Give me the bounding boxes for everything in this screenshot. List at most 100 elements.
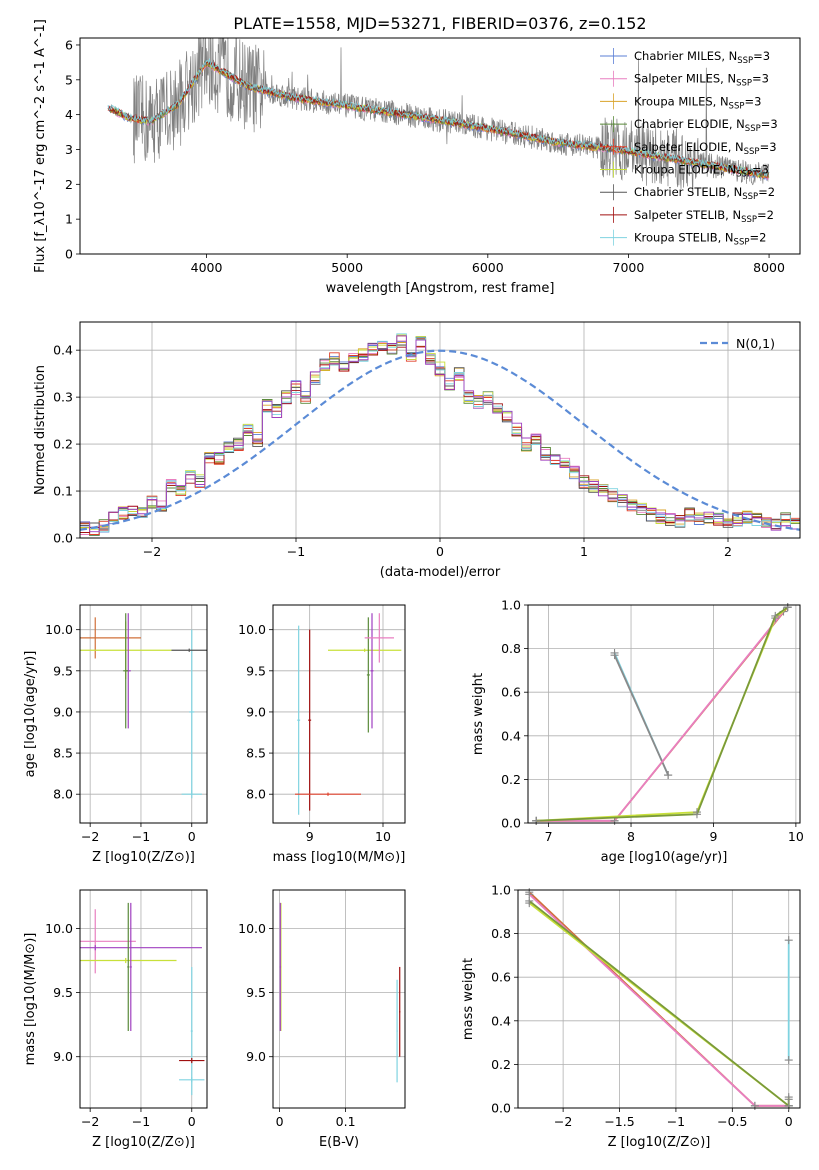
legend-suffix: =3 xyxy=(761,117,778,131)
panel-mass-vs-Z: −2 −1 0 9.0 9.5 10.0 Z [log10(Z/Z⊙)] mass [log1… xyxy=(23,889,208,1150)
y-tick-label: 3 xyxy=(65,142,73,157)
y-tick-label: 9.0 xyxy=(53,1049,73,1064)
y-tick-label: 0.8 xyxy=(501,641,521,656)
legend-suffix: =2 xyxy=(757,208,774,222)
axes-frame xyxy=(272,889,406,1109)
legend-suffix: =3 xyxy=(752,163,769,177)
legend-sub: SSP xyxy=(744,147,760,157)
legend-sub: SSP xyxy=(734,238,750,248)
x-axis-label: age [log10(age/yr)] xyxy=(601,850,728,865)
x-tick-label: 8000 xyxy=(753,260,785,275)
legend-suffix: =3 xyxy=(752,72,769,86)
legend-label: Salpeter ELODIE, N xyxy=(634,140,744,154)
y-tick-label: 0.0 xyxy=(501,816,521,831)
legend-label: Salpeter MILES, N xyxy=(634,72,736,86)
x-tick-label: −2 xyxy=(81,1114,99,1129)
histograms xyxy=(80,333,800,538)
x-tick-label: −1.5 xyxy=(604,1114,634,1129)
legend-sub: SSP xyxy=(741,215,757,225)
y-tick-label: 0.1 xyxy=(53,484,73,499)
y-axis-label: mass weight xyxy=(461,958,476,1040)
legend-label: Chabrier ELODIE, N xyxy=(634,117,745,131)
weight-line xyxy=(536,606,789,822)
legend-label: N(0,1) xyxy=(736,336,775,351)
axes-frame xyxy=(517,889,801,1109)
weight-marker xyxy=(784,1095,793,1104)
x-tick-label: −2 xyxy=(143,544,161,559)
y-tick-label: 0.2 xyxy=(491,1057,511,1072)
legend-entry: Kroupa MILES, NSSP=3 xyxy=(634,94,761,111)
x-axis-label: Z [log10(Z/Z⊙)] xyxy=(608,1135,711,1150)
weight-marker xyxy=(532,816,541,825)
x-axis-label: Z [log10(Z/Z⊙)] xyxy=(92,850,195,865)
y-axis-label: age [log10(age/yr)] xyxy=(23,651,38,778)
legend-suffix: =3 xyxy=(760,140,777,154)
weight-marker xyxy=(784,1056,793,1065)
legend-sub: SSP xyxy=(729,101,745,111)
x-tick-label: −1 xyxy=(667,1114,685,1129)
weight-line xyxy=(613,654,669,776)
legend-entry: Salpeter MILES, NSSP=3 xyxy=(634,72,769,89)
y-tick-label: 6 xyxy=(65,37,73,52)
panel-spectrum: 4000 5000 6000 7000 8000 0 1 2 3 4 5 6 wavelength [A… xyxy=(33,19,801,296)
y-axis-label: mass weight xyxy=(471,673,486,755)
panel-age-vs-mass: 9 10 8.0 8.5 9.0 9.5 10.0 mass [log10(M/M⊙)] xyxy=(238,604,406,865)
weight-marker xyxy=(784,936,793,945)
weight-marker xyxy=(771,611,780,620)
y-tick-label: 9.0 xyxy=(246,1049,266,1064)
legend-label: Chabrier STELIB, N xyxy=(634,185,742,199)
y-tick-label: 10.0 xyxy=(238,921,266,936)
legend-suffix: =3 xyxy=(744,94,761,108)
legend-label: Kroupa ELODIE, N xyxy=(634,163,736,177)
x-tick-label: 0 xyxy=(188,1114,196,1129)
y-tick-label: 4 xyxy=(65,107,73,122)
x-tick-label: 10 xyxy=(788,829,804,844)
weight-line xyxy=(536,610,785,822)
x-tick-label: 0 xyxy=(188,829,196,844)
errorbars xyxy=(80,613,207,799)
panel-age-vs-Z: −2 −1 0 8.0 8.5 9.0 9.5 10.0 Z [log10(Z/Z⊙)] age … xyxy=(23,604,208,865)
histogram-step xyxy=(80,335,800,538)
legend-entry: Chabrier ELODIE, NSSP=3 xyxy=(634,117,778,134)
legend-sub: SSP xyxy=(737,56,753,66)
axes-frame xyxy=(79,604,208,824)
legend-label: Kroupa MILES, N xyxy=(634,94,729,108)
x-axis-label: Z [log10(Z/Z⊙)] xyxy=(92,1135,195,1150)
y-tick-label: 8.0 xyxy=(246,787,266,802)
panel-mass-vs-ebv: 0 0.1 9.0 9.5 10.0 E(B-V) xyxy=(238,889,406,1150)
y-tick-label: 5 xyxy=(65,72,73,87)
x-tick-label: −2 xyxy=(554,1114,572,1129)
y-tick-label: 9.0 xyxy=(246,704,266,719)
legend-suffix: =3 xyxy=(753,49,770,63)
y-tick-label: 9.5 xyxy=(53,985,73,1000)
weight-marker xyxy=(692,810,701,819)
normal-curve xyxy=(80,349,800,531)
x-tick-label: 0 xyxy=(436,544,444,559)
x-tick-label: 9 xyxy=(709,829,717,844)
y-axis-label: Flux [f_λ10^-17 erg cm^-2 s^-1 A^-1] xyxy=(33,19,48,273)
y-tick-label: 0.0 xyxy=(53,531,73,546)
x-tick-label: 4000 xyxy=(191,260,223,275)
x-tick-label: 10 xyxy=(375,829,391,844)
x-tick-label: 0.1 xyxy=(336,1114,356,1129)
legend-entry: Salpeter STELIB, NSSP=2 xyxy=(634,208,774,225)
x-tick-label: 9 xyxy=(306,829,314,844)
errorbars xyxy=(80,902,205,1096)
x-tick-label: −1 xyxy=(132,1114,150,1129)
legend-suffix: =2 xyxy=(749,231,766,245)
x-tick-label: −1 xyxy=(287,544,305,559)
y-tick-label: 0.2 xyxy=(501,772,521,787)
legend-entry: Kroupa STELIB, NSSP=2 xyxy=(634,231,766,248)
y-tick-label: 1.0 xyxy=(491,883,511,898)
y-axis-label: mass [log10(M/M⊙)] xyxy=(23,933,38,1066)
legend-sub: SSP xyxy=(736,170,752,180)
y-tick-label: 0.4 xyxy=(501,728,521,743)
x-tick-label: 7000 xyxy=(613,260,645,275)
legend-label: Kroupa STELIB, N xyxy=(634,231,734,245)
weight-marker xyxy=(664,771,673,780)
weight-line xyxy=(536,606,789,822)
weight-marker xyxy=(610,651,619,660)
x-tick-label: 8 xyxy=(627,829,635,844)
weight-marker xyxy=(525,896,534,905)
